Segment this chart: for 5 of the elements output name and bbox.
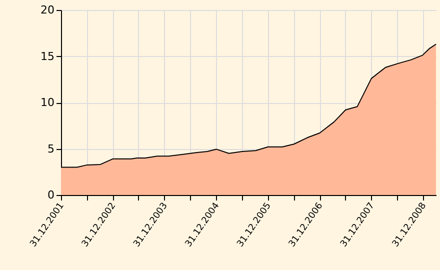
y-tick-label: 15	[40, 50, 54, 63]
y-tick-label: 20	[40, 4, 54, 16]
y-tick-label: 10	[40, 96, 54, 109]
y-tick-label: 0	[48, 188, 54, 202]
y-tick-label: 5	[48, 142, 54, 156]
